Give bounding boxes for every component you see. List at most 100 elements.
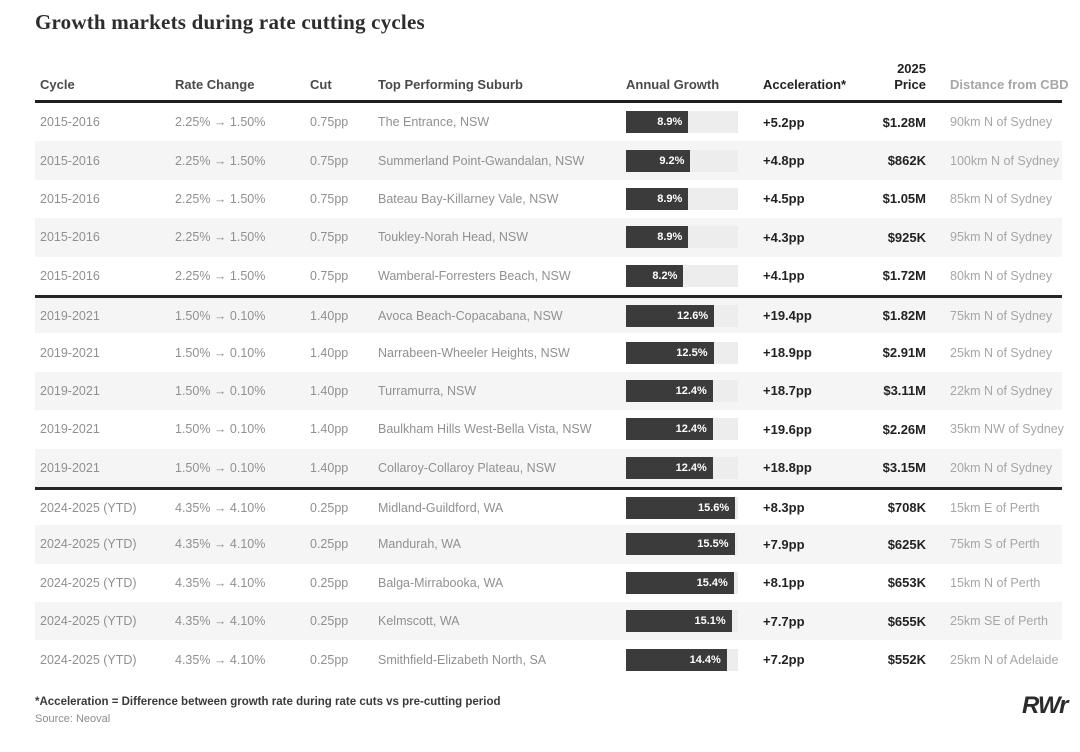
cut-cell: 0.75pp <box>310 115 349 130</box>
column-header-price: 2025 Price <box>894 60 926 92</box>
price-cell: $1.82M <box>882 308 926 324</box>
growth-bar-label: 12.4% <box>675 384 707 397</box>
growth-bar-track: 12.4% <box>626 456 738 479</box>
distance-cell: 95km N of Sydney <box>950 230 1053 245</box>
cycle-cell: 2019-2021 <box>40 460 100 475</box>
suburb-cell: Midland-Guildford, WA <box>378 500 504 515</box>
cycle-cell: 2019-2021 <box>40 422 100 437</box>
table-footer: *Acceleration = Difference between growt… <box>35 692 1068 725</box>
distance-cell: 100km N of Sydney <box>950 153 1060 168</box>
annual-growth-cell: 12.4% <box>626 379 744 402</box>
growth-bar: 12.4% <box>626 418 713 441</box>
growth-bar: 15.5% <box>626 533 735 556</box>
distance-cell: 80km N of Sydney <box>950 268 1053 283</box>
growth-bar: 12.4% <box>626 379 713 402</box>
acceleration-cell: +18.9pp <box>763 345 812 361</box>
acceleration-cell: +18.7pp <box>763 383 812 399</box>
growth-bar-track: 15.5% <box>626 533 738 556</box>
cut-cell: 1.40pp <box>310 383 349 398</box>
annual-growth-cell: 9.2% <box>626 149 744 172</box>
table-row: 2019-2021 1.50% → 0.10% 1.40pp Turramurr… <box>35 371 1062 411</box>
growth-bar: 8.9% <box>626 187 689 210</box>
distance-cell: 75km N of Sydney <box>950 308 1053 323</box>
price-cell: $653K <box>887 575 926 591</box>
growth-bar-track: 12.4% <box>626 379 738 402</box>
acceleration-cell: +19.4pp <box>763 308 812 324</box>
cut-cell: 0.25pp <box>310 500 349 515</box>
growth-bar: 8.9% <box>626 111 689 134</box>
suburb-cell: Collaroy-Collaroy Plateau, NSW <box>378 460 556 475</box>
annual-growth-cell: 15.5% <box>626 533 744 556</box>
distance-cell: 20km N of Sydney <box>950 460 1053 475</box>
price-cell: $2.26M <box>882 421 926 437</box>
growth-bar: 8.9% <box>626 226 689 249</box>
suburb-cell: Avoca Beach-Copacabana, NSW <box>378 308 563 323</box>
growth-bar: 15.1% <box>626 610 732 633</box>
acceleration-cell: +4.5pp <box>763 191 805 207</box>
cut-cell: 1.40pp <box>310 422 349 437</box>
suburb-cell: Toukley-Norah Head, NSW <box>378 230 529 245</box>
price-cell: $708K <box>887 500 926 516</box>
rate-change-cell: 1.50% → 0.10% <box>175 345 266 360</box>
annual-growth-cell: 8.9% <box>626 111 744 134</box>
rate-change-cell: 1.50% → 0.10% <box>175 422 266 437</box>
suburb-cell: Baulkham Hills West-Bella Vista, NSW <box>378 422 592 437</box>
cycle-cell: 2019-2021 <box>40 308 100 323</box>
rate-change-cell: 4.35% → 4.10% <box>175 652 266 667</box>
acceleration-cell: +8.3pp <box>763 500 805 516</box>
suburb-cell: Narrabeen-Wheeler Heights, NSW <box>378 345 570 360</box>
suburb-cell: Mandurah, WA <box>378 537 461 552</box>
annual-growth-cell: 14.4% <box>626 648 744 671</box>
price-cell: $625K <box>887 536 926 552</box>
suburb-cell: Summerland Point-Gwandalan, NSW <box>378 153 585 168</box>
cut-cell: 1.40pp <box>310 345 349 360</box>
rate-change-cell: 1.50% → 0.10% <box>175 460 266 475</box>
rate-change-cell: 4.35% → 4.10% <box>175 537 266 552</box>
column-header-acceleration: Acceleration* <box>763 76 847 92</box>
price-cell: $1.72M <box>882 268 926 284</box>
rate-change-cell: 2.25% → 1.50% <box>175 191 266 206</box>
cut-cell: 0.25pp <box>310 575 349 590</box>
annual-growth-cell: 15.1% <box>626 610 744 633</box>
table-row: 2019-2021 1.50% → 0.10% 1.40pp Collaroy-… <box>35 448 1062 487</box>
cycle-cell: 2024-2025 (YTD) <box>40 614 137 629</box>
growth-bar-label: 15.1% <box>694 615 726 628</box>
table-row: 2015-2016 2.25% → 1.50% 0.75pp Summerlan… <box>35 141 1062 180</box>
cycle-cell: 2015-2016 <box>40 191 100 206</box>
growth-bar: 12.6% <box>626 304 715 327</box>
cycle-cell: 2019-2021 <box>40 345 100 360</box>
growth-bar-label: 15.6% <box>697 501 730 514</box>
table-row: 2015-2016 2.25% → 1.50% 0.75pp Toukley-N… <box>35 218 1062 257</box>
cycle-cell: 2015-2016 <box>40 230 100 245</box>
cut-cell: 0.25pp <box>310 614 349 629</box>
rate-change-cell: 4.35% → 4.10% <box>175 500 266 515</box>
acceleration-cell: +4.3pp <box>763 229 805 245</box>
price-cell: $862K <box>887 153 926 169</box>
acceleration-cell: +19.6pp <box>763 421 812 437</box>
cut-cell: 0.75pp <box>310 230 349 245</box>
table-row: 2019-2021 1.50% → 0.10% 1.40pp Narrabeen… <box>35 333 1062 371</box>
distance-cell: 85km N of Sydney <box>950 191 1053 206</box>
growth-bar-label: 15.5% <box>697 538 729 551</box>
growth-bar-label: 12.6% <box>676 309 709 322</box>
column-header-annual-growth: Annual Growth <box>626 76 720 92</box>
growth-bar: 9.2% <box>626 149 691 172</box>
cycle-cell: 2024-2025 (YTD) <box>40 500 137 515</box>
distance-cell: 25km N of Adelaide <box>950 652 1059 667</box>
growth-bar-track: 15.1% <box>626 610 738 633</box>
suburb-cell: Smithfield-Elizabeth North, SA <box>378 652 547 667</box>
annual-growth-cell: 8.2% <box>626 264 744 287</box>
suburb-cell: The Entrance, NSW <box>378 115 490 130</box>
growth-bar-label: 14.4% <box>689 653 721 666</box>
cut-cell: 1.40pp <box>310 460 349 475</box>
table-row: 2015-2016 2.25% → 1.50% 0.75pp The Entra… <box>35 103 1062 141</box>
price-cell: $1.05M <box>882 191 926 207</box>
distance-cell: 35km NW of Sydney <box>950 422 1064 437</box>
cycle-cell: 2019-2021 <box>40 383 100 398</box>
growth-bar-track: 15.4% <box>626 571 738 594</box>
price-cell: $925K <box>887 229 926 245</box>
distance-cell: 25km N of Sydney <box>950 345 1053 360</box>
acceleration-cell: +18.8pp <box>763 460 812 476</box>
growth-bar-label: 12.4% <box>675 461 707 474</box>
growth-bar-label: 12.5% <box>676 346 708 359</box>
